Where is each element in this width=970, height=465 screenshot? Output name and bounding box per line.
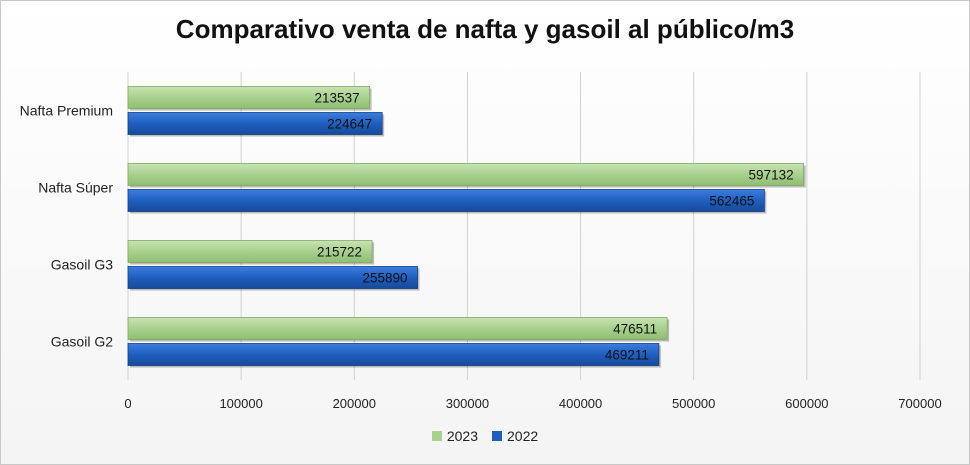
- bar-2022: [127, 112, 383, 135]
- legend-item-2023: 2023: [431, 428, 478, 444]
- category-label: Nafta Súper: [38, 180, 113, 196]
- legend-item-2022: 2022: [492, 428, 538, 444]
- legend-swatch-2022: [492, 431, 502, 441]
- category-label: Gasoil G2: [51, 334, 113, 350]
- x-tick-label: 300000: [446, 396, 489, 411]
- x-tick-label: 100000: [219, 396, 262, 411]
- x-tick-label: 200000: [333, 396, 376, 411]
- chart-title: Comparativo venta de nafta y gasoil al p…: [175, 14, 795, 44]
- data-label: 597132: [749, 168, 794, 183]
- bar-2022: [127, 343, 660, 366]
- bar-2023: [127, 317, 668, 340]
- legend-label-2023: 2023: [446, 428, 478, 444]
- data-label: 476511: [613, 322, 657, 337]
- x-tick-label: 500000: [672, 396, 715, 411]
- bar-2022: [127, 266, 418, 289]
- x-tick-label: 600000: [785, 396, 828, 411]
- x-tick-label: 0: [124, 396, 131, 411]
- data-label: 224647: [327, 117, 372, 132]
- legend: 2023 2022: [0, 428, 970, 444]
- bar-2023: [127, 240, 373, 263]
- legend-swatch-2023: [431, 431, 442, 441]
- data-label: 469211: [605, 348, 649, 363]
- data-label: 562465: [709, 194, 754, 209]
- data-label: 255890: [362, 271, 407, 286]
- bar-2023: [127, 163, 805, 186]
- x-tick-label: 700000: [898, 396, 941, 411]
- category-label: Gasoil G3: [51, 257, 113, 273]
- data-label: 213537: [315, 91, 360, 106]
- x-tick-label: 400000: [559, 396, 602, 411]
- legend-label-2022: 2022: [507, 428, 539, 444]
- data-label: 215722: [317, 245, 362, 260]
- bar-2023: [127, 86, 371, 109]
- bar-2022: [127, 189, 765, 212]
- category-label: Nafta Premium: [20, 103, 113, 119]
